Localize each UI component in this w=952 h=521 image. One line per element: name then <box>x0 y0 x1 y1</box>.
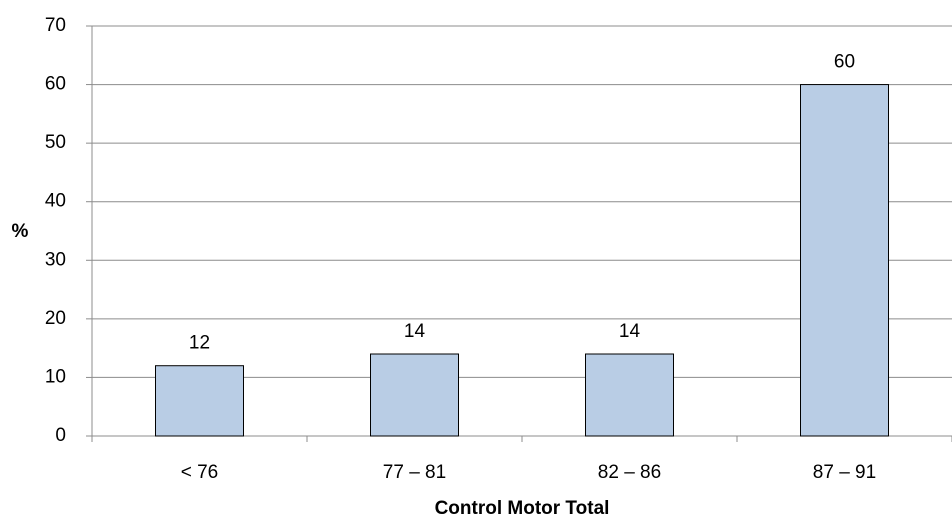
bar <box>155 365 244 437</box>
y-tick-label: 30 <box>45 249 66 270</box>
y-tick-label: 70 <box>45 15 66 36</box>
y-tick-label: 10 <box>45 366 66 387</box>
y-axis-label: % <box>12 221 29 242</box>
y-tick-label: 60 <box>45 74 66 95</box>
y-tick-label: 20 <box>45 308 66 329</box>
data-label: 14 <box>619 321 641 342</box>
x-tick-label: 87 – 91 <box>813 462 876 483</box>
y-tick-label: 0 <box>55 425 66 446</box>
x-tick-label: 77 – 81 <box>383 462 446 483</box>
bar <box>585 353 674 437</box>
x-axis-label: Control Motor Total <box>435 498 610 519</box>
bar <box>370 353 459 437</box>
x-tick-label: 82 – 86 <box>598 462 661 483</box>
x-tick-label: < 76 <box>181 462 219 483</box>
y-tick-label: 40 <box>45 191 66 212</box>
bar <box>800 84 889 437</box>
data-label: 14 <box>404 321 426 342</box>
data-label: 60 <box>834 52 855 73</box>
data-label: 12 <box>189 333 210 354</box>
y-tick-label: 50 <box>45 132 66 153</box>
